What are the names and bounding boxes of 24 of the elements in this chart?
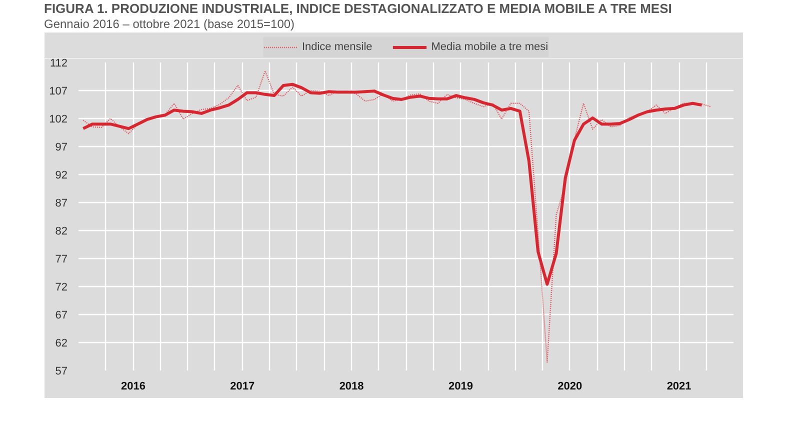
x-tick-label: 2021 bbox=[666, 380, 692, 392]
x-tick-label: 2019 bbox=[448, 380, 473, 392]
line-series bbox=[82, 70, 712, 363]
x-tick-label: 2016 bbox=[120, 380, 146, 392]
chart-title: FIGURA 1. PRODUZIONE INDUSTRIALE, INDICE DESTAGIONALIZZATO E MEDIA MOBILE A TRE MESI bbox=[44, 0, 672, 18]
y-tick-label: 102 bbox=[49, 114, 68, 126]
y-tick-label: 112 bbox=[50, 58, 68, 70]
y-tick-label: 82 bbox=[55, 226, 68, 238]
y-tick-label: 77 bbox=[55, 254, 68, 266]
y-tick-label: 87 bbox=[55, 198, 68, 210]
y-tick-label: 62 bbox=[55, 338, 68, 350]
y-tick-label: 67 bbox=[55, 310, 68, 322]
y-tick-label: 72 bbox=[55, 282, 68, 294]
y-tick-label: 57 bbox=[55, 366, 68, 378]
y-tick-label: 107 bbox=[49, 86, 68, 98]
chart-subtitle: Gennaio 2016 – ottobre 2021 (base 2015=100) bbox=[44, 16, 295, 33]
y-tick-label: 92 bbox=[55, 170, 68, 182]
legend-label: Indice mensile bbox=[302, 41, 372, 53]
line-series bbox=[82, 82, 704, 286]
x-tick-label: 2018 bbox=[339, 380, 364, 392]
legend-label: Media mobile a tre mesi bbox=[431, 41, 548, 53]
y-tick-label: 97 bbox=[55, 142, 68, 154]
x-tick-label: 2020 bbox=[558, 380, 582, 392]
x-tick-label: 2017 bbox=[230, 380, 255, 392]
